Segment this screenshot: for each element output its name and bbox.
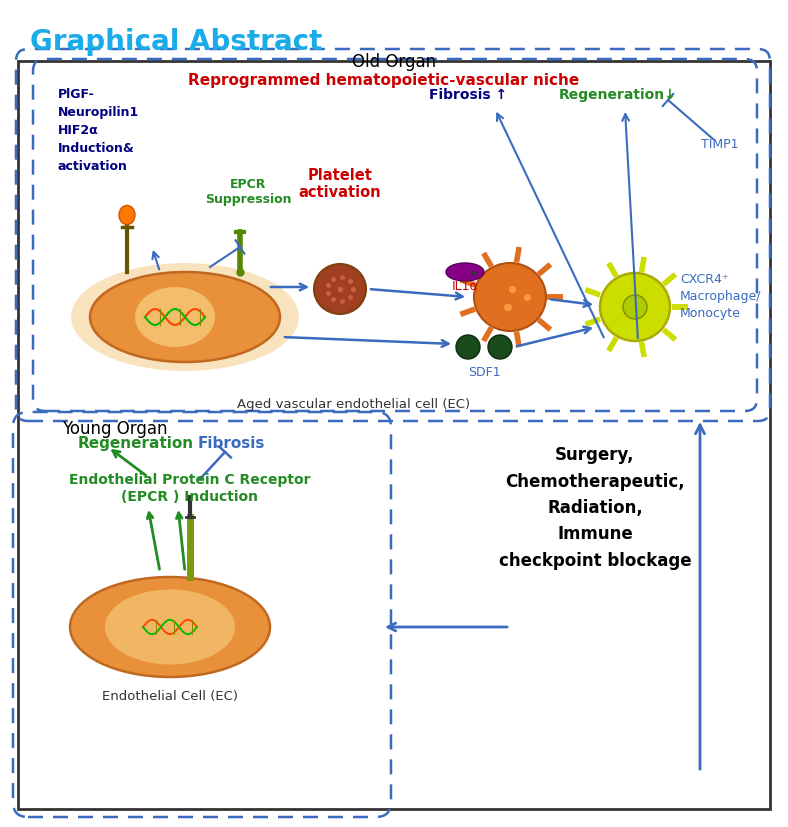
- Ellipse shape: [474, 264, 546, 332]
- Circle shape: [456, 336, 480, 360]
- Text: Graphical Abstract: Graphical Abstract: [30, 28, 322, 56]
- Ellipse shape: [314, 265, 366, 314]
- Ellipse shape: [600, 274, 670, 342]
- Text: Regeneration↓: Regeneration↓: [559, 88, 677, 102]
- Ellipse shape: [71, 264, 299, 371]
- Text: Regeneration: Regeneration: [78, 436, 194, 451]
- Text: SDF1: SDF1: [468, 366, 500, 379]
- Text: EPCR
Suppression: EPCR Suppression: [205, 178, 292, 206]
- Text: Fibrosis ↑: Fibrosis ↑: [429, 88, 507, 102]
- Text: Reprogrammed hematopoietic-vascular niche: Reprogrammed hematopoietic-vascular nich…: [188, 73, 580, 88]
- Text: TIMP1: TIMP1: [701, 138, 738, 151]
- Ellipse shape: [135, 288, 215, 347]
- Text: Surgery,
Chemotherapeutic,
Radiation,
Immune
checkpoint blockage: Surgery, Chemotherapeutic, Radiation, Im…: [499, 446, 691, 569]
- Text: Young Organ: Young Organ: [62, 419, 168, 437]
- Text: Endothelial Cell (EC): Endothelial Cell (EC): [102, 689, 238, 702]
- Text: PlGF-
Neuropilin1
HIF2α
Induction&
activation: PlGF- Neuropilin1 HIF2α Induction& activ…: [58, 88, 139, 173]
- Circle shape: [623, 295, 647, 319]
- Ellipse shape: [105, 590, 235, 665]
- Text: CXCR4⁺
Macrophage/
Monocyte: CXCR4⁺ Macrophage/ Monocyte: [680, 273, 761, 319]
- Circle shape: [488, 336, 512, 360]
- Text: Endothelial Protein C Receptor
(EPCR ) Induction: Endothelial Protein C Receptor (EPCR ) I…: [69, 472, 310, 504]
- Text: Aged vascular endothelial cell (EC): Aged vascular endothelial cell (EC): [237, 398, 470, 410]
- Ellipse shape: [119, 206, 135, 225]
- Text: Platelet
activation: Platelet activation: [299, 168, 381, 200]
- Text: Old Organ: Old Organ: [352, 53, 436, 71]
- Text: IL1α: IL1α: [452, 280, 478, 293]
- Text: Fibrosis: Fibrosis: [198, 436, 266, 451]
- Ellipse shape: [446, 264, 484, 282]
- Ellipse shape: [70, 577, 270, 677]
- Ellipse shape: [90, 273, 280, 362]
